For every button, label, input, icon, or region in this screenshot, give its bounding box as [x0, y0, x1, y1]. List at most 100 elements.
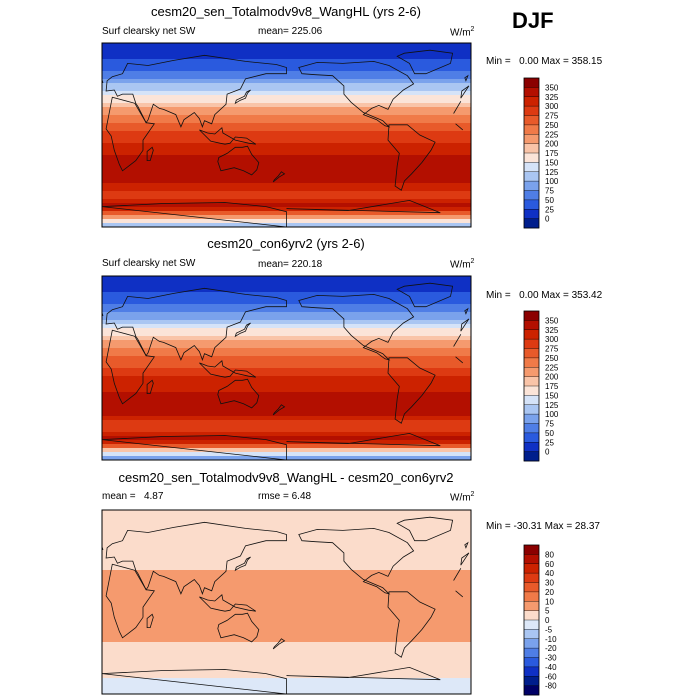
- coastline-uk: [464, 541, 469, 549]
- contour-band: [102, 352, 471, 357]
- panel1-mean: mean= 225.06: [258, 26, 322, 37]
- contour-band: [102, 602, 471, 607]
- colorbar-tick-label: 5: [545, 607, 550, 616]
- colorbar-swatch: [524, 386, 539, 396]
- contour-band: [102, 574, 471, 579]
- colorbar-tick-label: 200: [545, 373, 559, 382]
- colorbar-tick-label: 0: [545, 215, 550, 224]
- contour-band: [102, 642, 471, 647]
- colorbar-tick-label: 325: [545, 326, 559, 335]
- coastline-japan: [234, 89, 251, 105]
- colorbar-tick-label: -20: [545, 644, 557, 653]
- contour-band: [102, 111, 471, 116]
- contour-band: [102, 392, 471, 397]
- colorbar-swatch: [524, 404, 539, 415]
- colorbar-swatch: [524, 629, 539, 640]
- contour-band: [102, 288, 471, 293]
- contour-band: [102, 376, 471, 381]
- contour-band: [102, 99, 471, 104]
- coastline-north-america: [298, 527, 415, 595]
- contour-band: [102, 554, 471, 559]
- contour-band: [102, 139, 471, 144]
- colorbar-swatch: [524, 666, 539, 677]
- colorbar-swatch: [524, 395, 539, 406]
- contour-band: [102, 47, 471, 52]
- panel3-mean: mean = 4.87: [102, 491, 164, 502]
- panel1-title: cesm20_sen_Totalmodv9v8_WangHL (yrs 2-6): [151, 4, 421, 19]
- contour-band: [102, 143, 471, 148]
- contour-band: [102, 368, 471, 373]
- panel3-rmse-label: rmse =: [258, 491, 289, 502]
- colorbar-tick-label: 150: [545, 391, 559, 400]
- coastline-eurasia: [460, 318, 470, 332]
- colorbar-swatch: [524, 676, 539, 686]
- coastline-australia: [217, 612, 260, 643]
- contour-band: [102, 332, 471, 337]
- map-field-2: [102, 276, 471, 460]
- coastline-south-america: [387, 124, 436, 191]
- contour-band: [102, 666, 471, 671]
- contour-band: [102, 195, 471, 200]
- colorbar-tick-label: 20: [545, 588, 554, 597]
- panel1-mean-value: 225.06: [291, 26, 323, 37]
- contour-band: [102, 550, 471, 555]
- coastline-madagascar: [146, 379, 154, 394]
- colorbar-tick-label: 100: [545, 177, 559, 186]
- contour-band: [102, 618, 471, 623]
- contour-band: [102, 63, 471, 68]
- panel1-units-sup: 2: [470, 26, 475, 33]
- contour-band: [102, 626, 471, 631]
- panel2-mean: mean= 220.18: [258, 259, 322, 270]
- contour-band: [102, 646, 471, 651]
- contour-band: [102, 598, 471, 603]
- colorbar-tick-label: 325: [545, 93, 559, 102]
- colorbar-swatch: [524, 545, 539, 555]
- contour-band: [102, 404, 471, 409]
- coastline-antarctica: [102, 669, 287, 694]
- contour-band: [102, 336, 471, 341]
- map-field-1: [102, 43, 471, 227]
- contour-band: [102, 155, 471, 160]
- coastline-uk: [102, 546, 104, 551]
- panel3-units: W/m2: [450, 491, 474, 503]
- contour-band: [102, 91, 471, 96]
- contour-band: [102, 526, 471, 531]
- contour-band: [102, 119, 471, 124]
- contour-band: [102, 432, 471, 437]
- coastline-greenland: [396, 49, 454, 75]
- coastline-africa: [455, 590, 464, 598]
- coastline-australia: [217, 378, 260, 409]
- coastline-australia: [217, 145, 260, 176]
- coastline-indonesia: [199, 360, 257, 378]
- contour-band: [102, 440, 471, 445]
- coastline-antarctica: [286, 666, 441, 681]
- panel2-mean-value: 220.18: [291, 259, 323, 270]
- contour-band: [102, 171, 471, 176]
- colorbar-tick-label: 25: [545, 205, 554, 214]
- colorbar-swatch: [524, 638, 539, 649]
- contour-band: [102, 147, 471, 152]
- contour-band: [102, 562, 471, 567]
- panel1-units-text: W/m: [450, 27, 471, 39]
- coastline-indonesia: [199, 127, 257, 145]
- contour-band: [102, 510, 471, 515]
- contour-band: [102, 606, 471, 611]
- colorbar-swatch: [524, 96, 539, 107]
- contour-band: [102, 578, 471, 583]
- contour-band: [102, 95, 471, 100]
- contour-band: [102, 610, 471, 615]
- panel2-variable-label: Surf clearsky net SW: [102, 258, 196, 269]
- contour-band: [102, 670, 471, 675]
- colorbar-swatch: [524, 106, 539, 116]
- map-frame-1: [101, 42, 472, 228]
- colorbar-swatch: [524, 357, 539, 368]
- contour-band: [102, 292, 471, 297]
- panel2-title: cesm20_con6yrv2 (yrs 2-6): [207, 236, 365, 251]
- contour-band: [102, 308, 471, 313]
- coastline-south-america: [387, 357, 436, 424]
- contour-band: [102, 83, 471, 88]
- coastline-madagascar: [146, 146, 154, 161]
- colorbar-tick-label: -5: [545, 625, 553, 634]
- panel3-minmax: Min = -30.31 Max = 28.37: [486, 521, 600, 532]
